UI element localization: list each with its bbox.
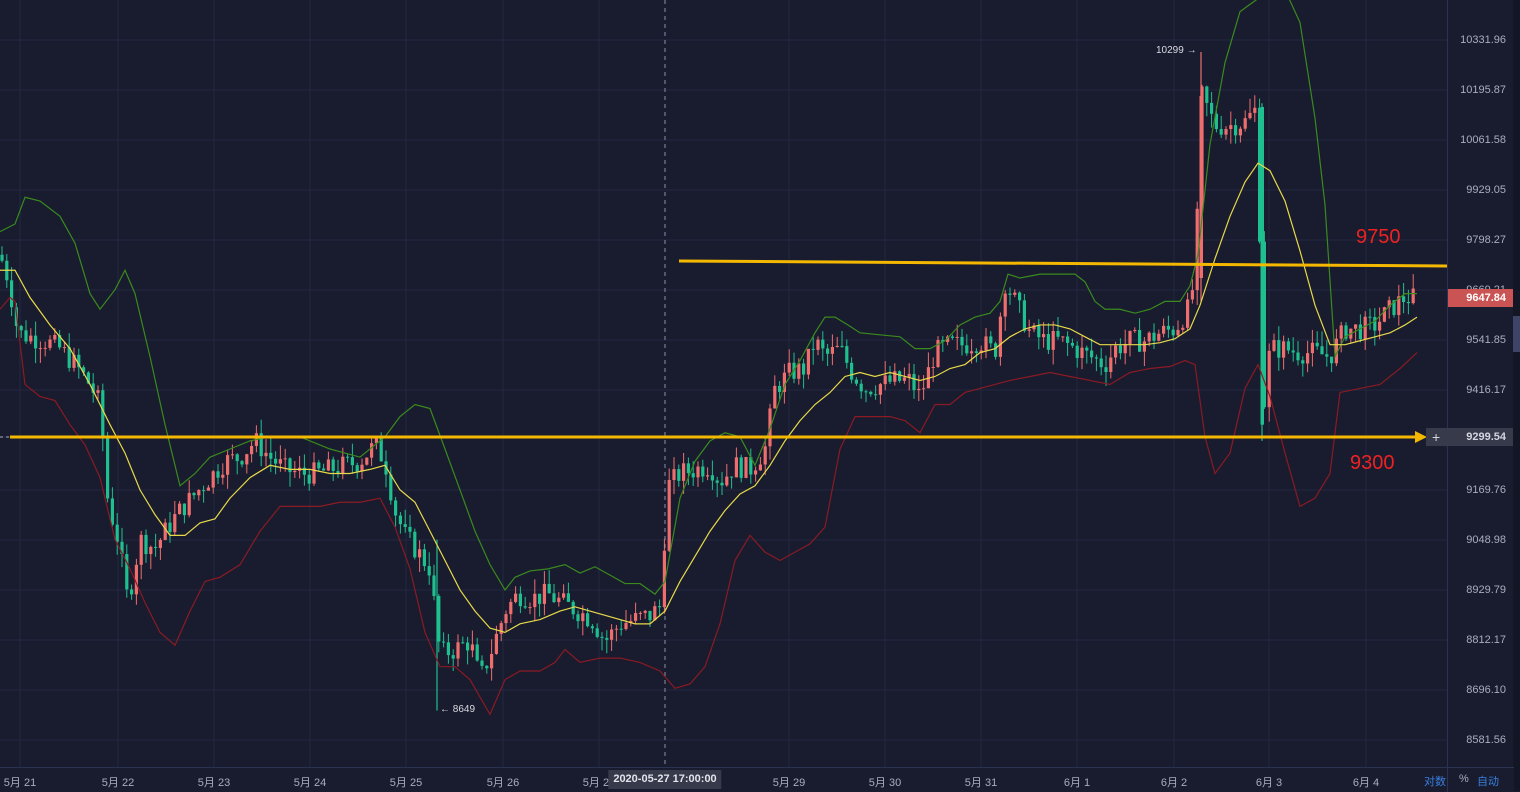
time-tick: 5月 26	[486, 777, 520, 789]
auto-scale-toggle[interactable]: 自动	[1477, 776, 1499, 788]
axis-scale-controls: 对数 % 自动	[1424, 767, 1514, 792]
annotation-label-9750: 9750	[1356, 226, 1401, 248]
price-tick: 9416.17	[1466, 384, 1506, 396]
low-marker: ← 8649	[440, 704, 476, 715]
price-tick: 9048.98	[1466, 533, 1506, 546]
time-tick: 5月 24	[293, 777, 327, 789]
percent-scale-toggle[interactable]: %	[1459, 773, 1469, 785]
price-tick: 9541.85	[1466, 334, 1506, 346]
expand-panel-handle[interactable]	[1513, 316, 1520, 352]
candlestick-canvas[interactable]	[0, 0, 1460, 767]
price-tick: 9798.27	[1466, 234, 1506, 246]
crosshair-price-value: 9299.54	[1466, 431, 1506, 443]
time-tick: 5月 23	[197, 777, 231, 789]
chart-plot-area[interactable]: 9750 9300 10299 → ← 8649	[0, 0, 1460, 767]
add-alert-plus-icon[interactable]: +	[1432, 429, 1441, 445]
price-tick: 10195.87	[1460, 84, 1506, 96]
time-tick: 6月 3	[1255, 777, 1283, 789]
annotation-label-9300: 9300	[1350, 452, 1395, 474]
price-axis[interactable]: 10331.96 10195.87 10061.58 9929.05 9798.27 96…	[1426, 0, 1514, 767]
time-tick: 5月 21	[3, 777, 37, 789]
price-tick: 9929.05	[1466, 184, 1506, 196]
time-tick: 5月 22	[101, 777, 135, 789]
high-marker: 10299 →	[1156, 45, 1197, 56]
price-tick: 10331.96	[1460, 34, 1506, 46]
price-tick: 8581.56	[1466, 734, 1506, 746]
log-scale-toggle[interactable]: 对数	[1424, 776, 1446, 788]
crosshair-price-tag: + 9299.54	[1426, 428, 1514, 446]
time-tick: 6月 2	[1160, 777, 1188, 789]
time-tick: 5月 27	[582, 777, 616, 789]
last-price-tag: 9647.84	[1448, 289, 1514, 307]
right-toolbar-strip	[1513, 0, 1520, 791]
time-axis[interactable]: 5月 21 5月 22 5月 23 5月 24 5月 25 5月 26 5月 27 5月 29…	[0, 767, 1447, 792]
time-tick: 5月 25	[389, 777, 423, 789]
price-tick: 8812.17	[1466, 634, 1506, 646]
time-tick: 5月 30	[868, 777, 902, 789]
time-tick: 6月 1	[1063, 777, 1091, 789]
price-tick: 9169.76	[1466, 483, 1506, 496]
price-tick: 10061.58	[1460, 133, 1506, 146]
time-tick: 5月 29	[772, 777, 806, 789]
time-tick: 6月 4	[1352, 777, 1380, 789]
crosshair-time-tag: 2020-05-27 17:00:00	[608, 770, 722, 789]
price-tick: 8696.10	[1466, 684, 1506, 696]
time-tick: 5月 31	[964, 777, 998, 789]
price-tick: 8929.79	[1466, 583, 1506, 596]
